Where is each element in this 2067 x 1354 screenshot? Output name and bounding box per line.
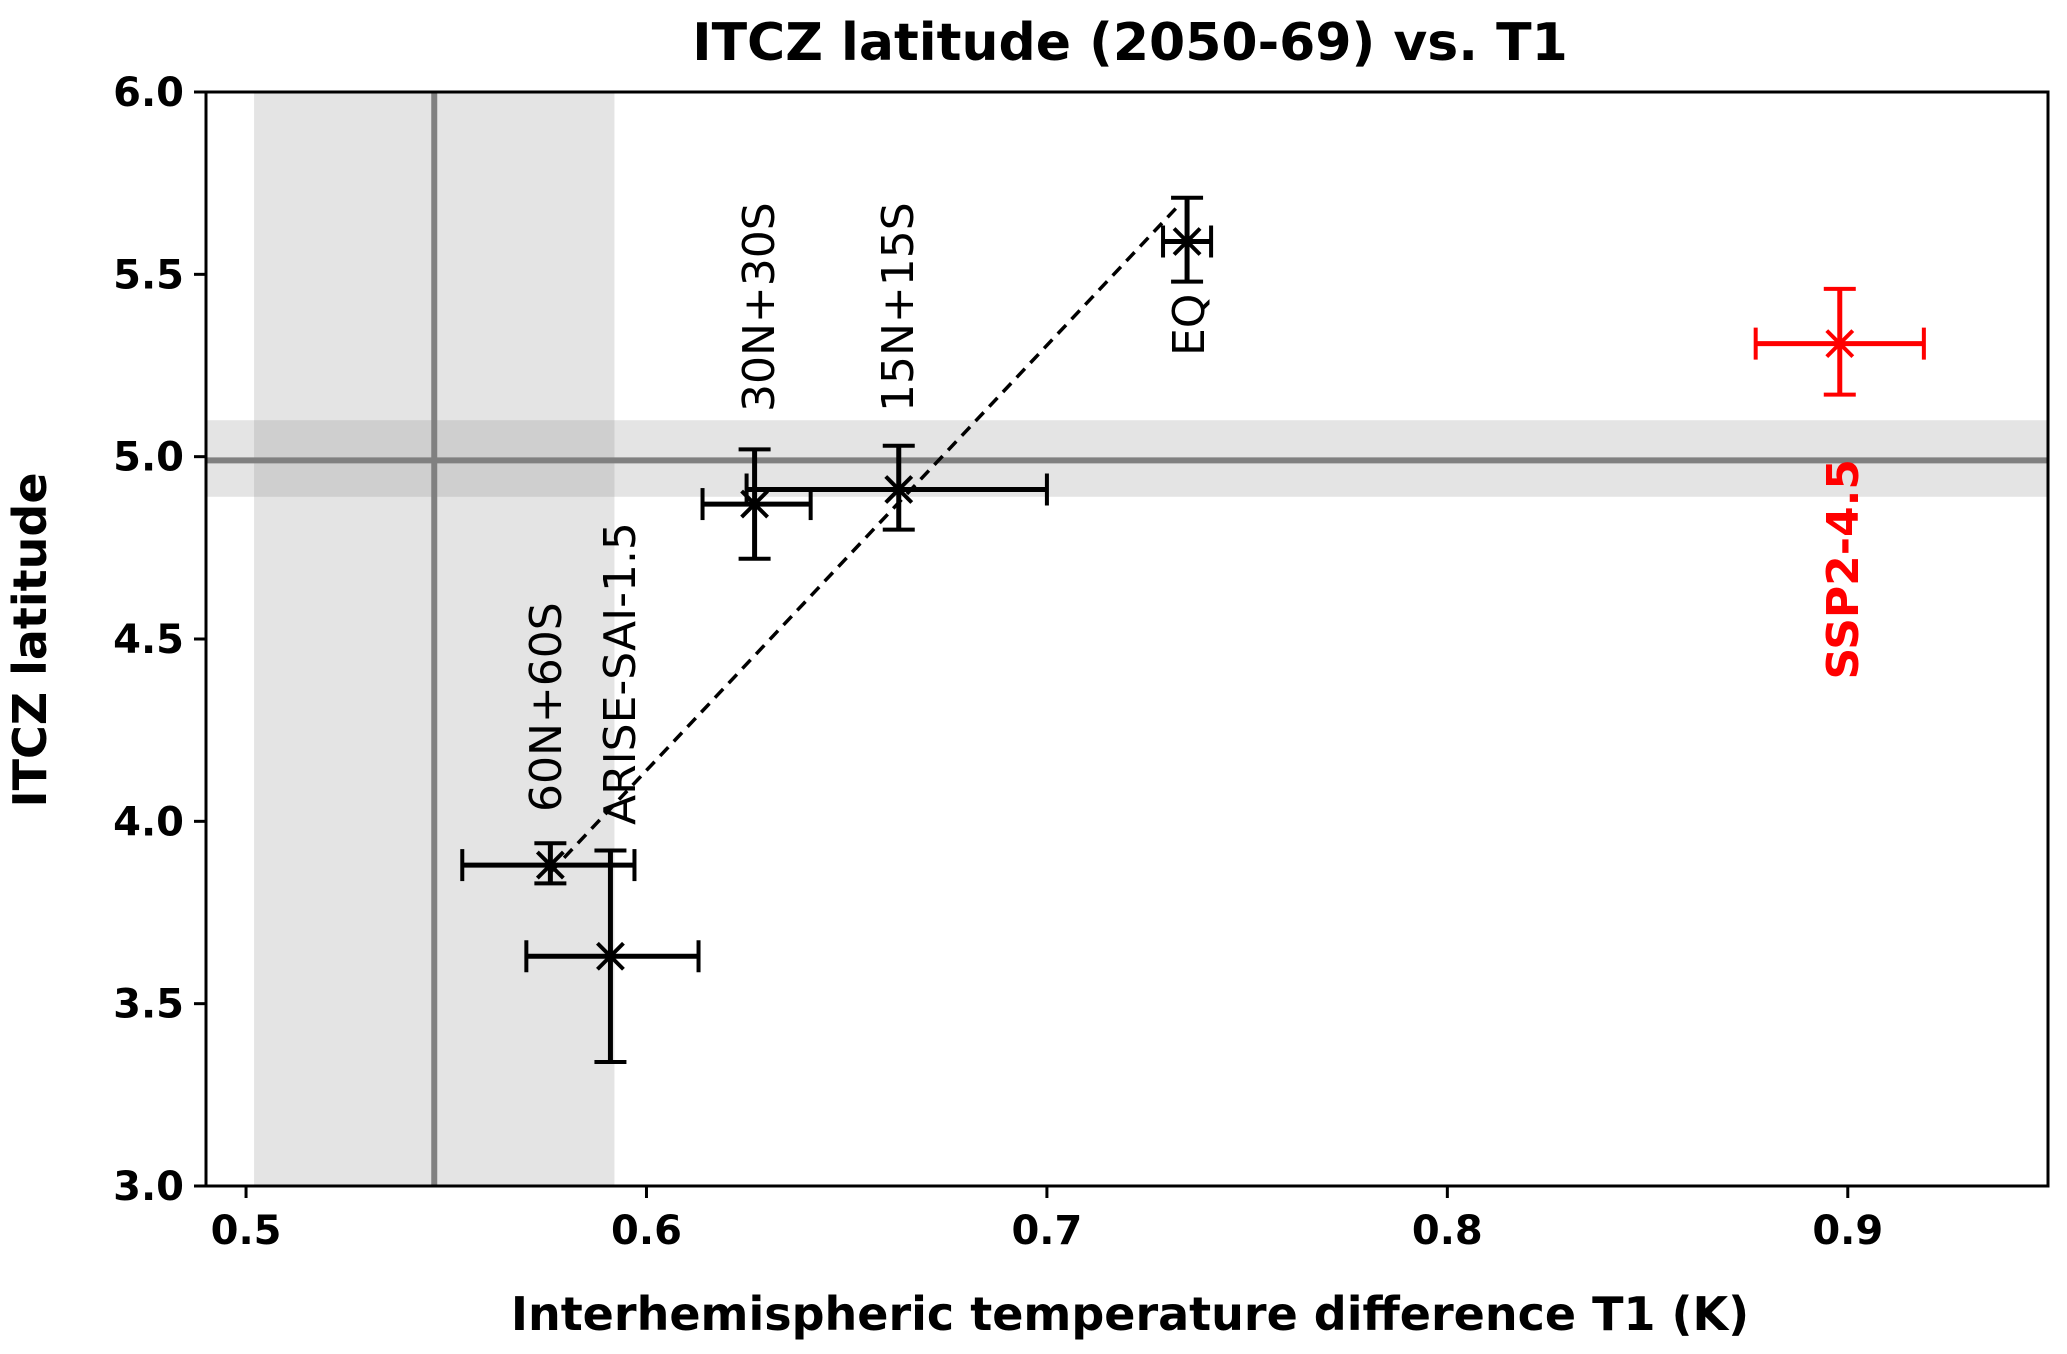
y-tick-label: 4.5 [113, 617, 184, 663]
y-axis-label: ITCZ latitude [3, 472, 57, 807]
x-tick-label: 0.8 [1412, 1208, 1483, 1254]
data-point-arise-sai-1-5 [524, 848, 701, 1065]
point-label-30n-30s: 30N+30S [734, 202, 785, 412]
x-marker-stroke-b [884, 475, 914, 504]
data-point-ssp2-4-5 [1753, 286, 1926, 397]
y-tick-label: 6.0 [113, 70, 184, 116]
point-label-arise-sai-1-5: ARISE-SAI-1.5 [595, 522, 646, 825]
point-label-15n-15s: 15N+15S [873, 202, 924, 412]
y-tick-label: 5.5 [113, 252, 184, 298]
axis-ticks: 0.5 0.6 0.7 0.8 0.9 3.0 3.5 4.0 4.5 5.0 5.5 6.0 [113, 70, 1883, 1254]
fit-line [549, 203, 1181, 874]
fit-line-layer [549, 203, 1181, 874]
chart-title: ITCZ latitude (2050-69) vs. T1 [692, 13, 1568, 73]
point-label-eq: EQ [1164, 294, 1215, 356]
y-tick-label: 3.0 [113, 1164, 184, 1210]
x-tick-label: 0.7 [1011, 1208, 1082, 1254]
data-points [460, 195, 1926, 1065]
point-labels: 60N+60S ARISE-SAI-1.5 30N+30S 15N+15S EQ SSP2… [521, 202, 1869, 825]
x-marker-stroke-b [740, 489, 770, 519]
data-point-eq [1161, 195, 1214, 284]
point-label-60n-60s: 60N+60S [521, 602, 572, 812]
x-marker-stroke-b [535, 850, 565, 880]
y-tick-label: 3.5 [113, 982, 184, 1028]
reference-bands [206, 92, 2048, 1186]
y-tick-label: 4.0 [113, 799, 184, 845]
x-tick-label: 0.5 [211, 1208, 282, 1254]
x-tick-label: 0.6 [611, 1208, 682, 1254]
x-marker-stroke-b [1825, 329, 1855, 359]
data-point-15n-15s [744, 443, 1049, 532]
x-marker-stroke-b [1172, 227, 1202, 256]
y-tick-label: 5.0 [113, 435, 184, 481]
reference-lines [206, 92, 2048, 1186]
data-point-60n-60s [460, 841, 637, 886]
x-marker-stroke-b [596, 941, 625, 971]
point-label-ssp2-4-5: SSP2-4.5 [1818, 459, 1869, 679]
x-tick-label: 0.9 [1812, 1208, 1883, 1254]
x-axis-label: Interhemispheric temperature difference … [511, 1287, 1749, 1341]
